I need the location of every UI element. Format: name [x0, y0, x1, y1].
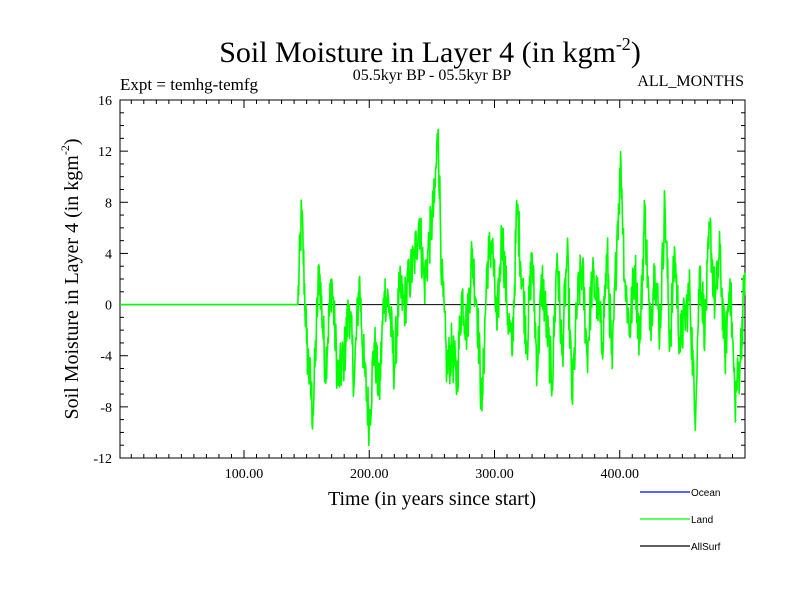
y-tick-label: 16	[98, 94, 112, 109]
right-note: ALL_MONTHS	[637, 73, 744, 90]
x-axis-ticks: 100.00 200.00 300.00 400.00	[130, 100, 733, 482]
legend-label-allsurf: AllSurf	[691, 542, 721, 553]
chart-title-superscript: -2	[616, 34, 631, 54]
x-tick-label: 100.00	[225, 467, 264, 482]
y-tick-label: 12	[98, 145, 112, 160]
y-tick-label: 0	[105, 299, 112, 314]
x-axis-label: Time (in years since start)	[328, 488, 536, 510]
chart-title-end: )	[631, 36, 641, 69]
y-tick-label: -12	[93, 452, 112, 467]
y-tick-label: 8	[105, 196, 112, 211]
legend-label-ocean: Ocean	[691, 488, 720, 499]
chart-title: Soil Moisture in Layer 4 (in kgm-2)	[219, 34, 641, 69]
legend: Ocean Land AllSurf	[640, 488, 721, 553]
x-tick-label: 200.00	[350, 467, 389, 482]
y-tick-label: -8	[100, 401, 112, 416]
left-note: Expt = temhg-temfg	[120, 75, 259, 94]
x-tick-label: 400.00	[600, 467, 639, 482]
plot-frame	[119, 99, 746, 459]
y-tick-label: 4	[105, 247, 112, 262]
series-group	[120, 128, 746, 447]
y-axis-label-end: )	[61, 138, 83, 145]
series-line-land	[120, 128, 746, 447]
y-axis-label: Soil Moisture in Layer 4 (in kgm-2)	[58, 138, 83, 419]
chart-subtitle: 05.5kyr BP - 05.5kyr BP	[353, 67, 512, 84]
y-tick-label: -4	[100, 350, 112, 365]
x-tick-label: 300.00	[475, 467, 514, 482]
y-axis-ticks: -12 -8 -4 0 4 8 12 16	[93, 94, 745, 467]
y-axis-label-superscript: -2	[58, 145, 72, 155]
legend-label-land: Land	[691, 515, 713, 526]
